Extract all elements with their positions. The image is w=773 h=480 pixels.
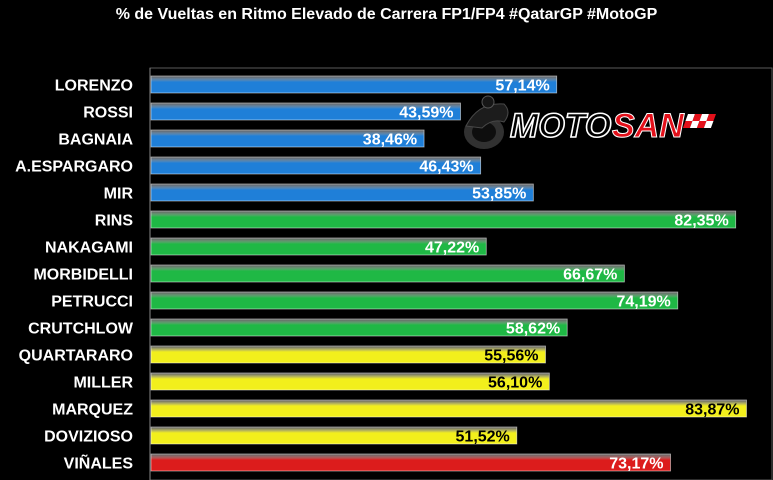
value-label: 57,14% <box>495 78 549 95</box>
value-labels: 57,14% 43,59% 38,46%46,43% 53,85% 82,35% 47,2… <box>363 78 740 473</box>
category-label: MARQUEZ <box>52 402 133 419</box>
value-label: 46,43% <box>419 159 473 176</box>
bar-viñales <box>150 453 671 472</box>
bar-petrucci <box>150 291 679 310</box>
value-label: 74,19% <box>616 294 670 311</box>
category-label: LORENZO <box>55 78 133 95</box>
category-label: ROSSI <box>83 105 133 122</box>
category-label: QUARTARARO <box>19 348 133 365</box>
category-label: NAKAGAMI <box>45 240 133 257</box>
bar-mir <box>150 183 534 202</box>
value-label: 66,67% <box>563 267 617 284</box>
value-label: 55,56% <box>484 348 538 365</box>
value-label: 58,62% <box>506 321 560 338</box>
value-label: 83,87% <box>685 402 739 419</box>
bars <box>150 75 747 472</box>
bar-bagnaia <box>150 129 425 148</box>
category-labels: LORENZO ROSSI BAGNAIA A.ESPARGARO MIR RINS NAK… <box>15 78 134 473</box>
category-label: DOVIZIOSO <box>44 429 133 446</box>
bar-dovizioso <box>150 426 518 445</box>
category-label: A.ESPARGARO <box>15 159 133 176</box>
value-label: 56,10% <box>488 375 542 392</box>
bar-miller <box>150 372 550 391</box>
category-label: BAGNAIA <box>58 132 133 149</box>
value-label: 51,52% <box>456 429 510 446</box>
bar-rins <box>150 210 737 229</box>
chart-title: % de Vueltas en Ritmo Elevado de Carrera… <box>115 6 658 23</box>
category-label: PETRUCCI <box>51 294 133 311</box>
bar-rossi <box>150 102 461 121</box>
category-label: RINS <box>95 213 134 230</box>
category-label: MORBIDELLI <box>33 267 133 284</box>
category-label: VIÑALES <box>64 453 134 473</box>
bar-lorenzo <box>150 75 558 94</box>
motorcycle-rider-icon <box>464 95 509 149</box>
value-label: 43,59% <box>399 105 453 122</box>
bar-nakagami <box>150 237 487 256</box>
bar-crutchlow <box>150 318 568 337</box>
bar-a-espargaro <box>150 156 482 175</box>
value-label: 47,22% <box>425 240 479 257</box>
bar-marquez <box>150 399 747 418</box>
value-label: 82,35% <box>674 213 728 230</box>
checkered-flag-icon <box>682 114 716 128</box>
logo-wordmark: MOTO SAN <box>509 106 716 146</box>
category-label: CRUTCHLOW <box>28 321 134 338</box>
bar-morbidelli <box>150 264 625 283</box>
category-label: MIR <box>104 186 134 203</box>
plot-area-grid <box>149 67 773 480</box>
logo-text-san: SAN <box>612 107 685 145</box>
motosan-logo: MOTO SAN <box>458 92 748 154</box>
value-label: 53,85% <box>472 186 526 203</box>
value-label: 38,46% <box>363 132 417 149</box>
logo-text-moto: MOTO <box>510 107 611 145</box>
value-label: 73,17% <box>609 456 663 473</box>
bar-quartararo <box>150 345 546 364</box>
category-label: MILLER <box>73 375 133 392</box>
